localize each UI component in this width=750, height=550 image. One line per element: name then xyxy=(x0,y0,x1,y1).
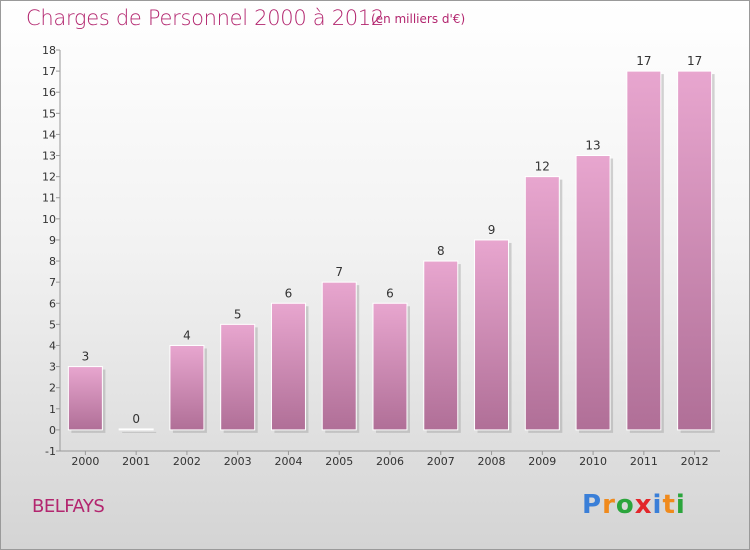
bar xyxy=(474,239,510,431)
bar xyxy=(321,281,357,431)
bar-value-label: 6 xyxy=(386,286,394,300)
bar xyxy=(372,302,408,431)
y-tick-label: 12 xyxy=(42,171,56,184)
y-tick-label: -1 xyxy=(45,445,56,458)
bar xyxy=(169,344,205,431)
y-tick-label: 4 xyxy=(49,339,56,352)
y-tick-label: 1 xyxy=(49,403,56,416)
bar xyxy=(524,176,560,431)
x-tick-label: 2004 xyxy=(274,455,302,468)
bar-value-label: 17 xyxy=(636,54,651,68)
y-tick-label: 18 xyxy=(42,44,56,57)
bar xyxy=(67,366,103,431)
y-tick-label: 7 xyxy=(49,276,56,289)
y-tick-label: 3 xyxy=(49,361,56,374)
bar-value-label: 13 xyxy=(585,139,600,153)
bar-value-label: 6 xyxy=(285,286,293,300)
x-tick-label: 2009 xyxy=(528,455,556,468)
bar xyxy=(626,70,662,431)
bar-value-label: 4 xyxy=(183,328,191,342)
bar-value-label: 7 xyxy=(335,265,343,279)
x-tick-label: 2008 xyxy=(478,455,506,468)
x-tick-label: 2001 xyxy=(122,455,150,468)
bar-value-label: 0 xyxy=(132,412,140,426)
x-tick-label: 2007 xyxy=(427,455,455,468)
x-tick-label: 2000 xyxy=(71,455,99,468)
y-tick-label: 5 xyxy=(49,318,56,331)
logo-letter: t xyxy=(662,490,676,520)
bar xyxy=(575,155,611,431)
y-tick-label: 11 xyxy=(42,192,56,205)
y-tick-label: 17 xyxy=(42,65,56,78)
x-tick-label: 2012 xyxy=(681,455,709,468)
y-tick-label: 13 xyxy=(42,150,56,163)
y-tick-label: 9 xyxy=(49,234,56,247)
proxiti-logo: Proxiti xyxy=(582,490,686,520)
bar xyxy=(220,323,256,431)
bar-value-label: 17 xyxy=(687,54,702,68)
x-tick-label: 2002 xyxy=(173,455,201,468)
y-tick-label: 2 xyxy=(49,382,56,395)
y-tick-label: 14 xyxy=(42,128,56,141)
logo-letter: x xyxy=(634,490,653,520)
y-tick-label: 8 xyxy=(49,255,56,268)
town-name: BELFAYS xyxy=(32,496,105,517)
bar-value-label: 9 xyxy=(488,223,496,237)
bar xyxy=(423,260,459,431)
bar-value-label: 5 xyxy=(234,307,242,321)
x-tick-label: 2003 xyxy=(224,455,252,468)
chart-subtitle: (en milliers d'€) xyxy=(371,12,466,26)
logo-letter: P xyxy=(582,490,603,520)
x-tick-label: 2006 xyxy=(376,455,404,468)
logo-letter: r xyxy=(602,490,616,520)
bar xyxy=(270,302,306,431)
bar-value-label: 8 xyxy=(437,244,445,258)
logo-letter: i xyxy=(652,490,663,520)
bar xyxy=(118,428,154,431)
y-tick-label: 10 xyxy=(42,213,56,226)
y-tick-label: 15 xyxy=(42,107,56,120)
bar-value-label: 12 xyxy=(535,160,550,174)
y-tick-label: 0 xyxy=(49,424,56,437)
logo-letter: o xyxy=(615,490,635,520)
x-tick-label: 2005 xyxy=(325,455,353,468)
x-tick-label: 2011 xyxy=(630,455,658,468)
bar-shadow xyxy=(122,431,157,433)
bar xyxy=(677,70,713,431)
chart-title: Charges de Personnel 2000 à 2012 xyxy=(26,6,384,30)
logo-letter: i xyxy=(675,490,686,520)
y-tick-label: 16 xyxy=(42,86,56,99)
y-tick-label: 6 xyxy=(49,297,56,310)
bar-value-label: 3 xyxy=(82,350,90,364)
x-tick-label: 2010 xyxy=(579,455,607,468)
